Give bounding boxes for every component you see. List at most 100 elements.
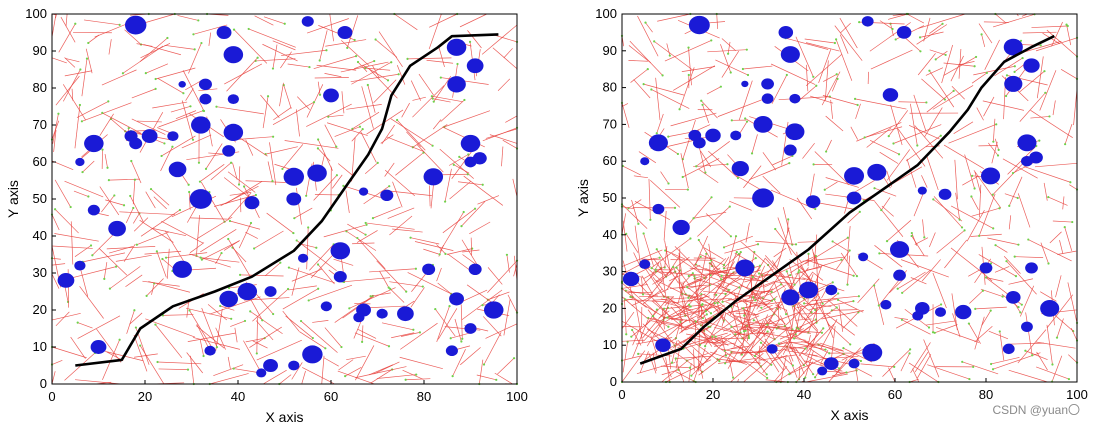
tree-node [335,145,338,148]
tree-edge [65,58,80,63]
tree-edge [811,248,816,264]
tree-node [232,28,236,31]
tree-edge [162,258,174,269]
tree-node [972,365,975,369]
tree-edge [302,367,335,385]
tree-node [421,285,424,288]
tree-node [785,73,788,77]
tree-node [87,195,90,198]
tree-edge [201,307,218,348]
tree-edge [675,371,696,383]
tree-edge [1064,227,1073,251]
tree-edge [724,344,743,351]
tree-edge [767,311,800,326]
tree-node [356,60,360,64]
tree-edge [262,43,298,62]
tree-edge [252,288,289,322]
tree-node [412,328,415,331]
tree-node [655,248,658,251]
x-axis-label: X axis [830,407,868,423]
tree-edge [146,278,164,297]
tree-node [415,373,418,376]
tree-edge [670,259,712,261]
tree-edge [978,193,996,236]
obstacle [84,134,104,153]
tree-edge [1049,231,1062,244]
tree-edge [742,65,773,70]
tree-edge [1034,162,1078,168]
tree-edge [723,235,753,248]
tree-edge [740,285,760,292]
y-tick-label: 60 [33,154,47,169]
tree-node [227,237,230,241]
tree-node [199,256,202,259]
tree-node [900,318,904,321]
tree-edge [449,181,471,200]
tree-edge [133,213,140,224]
obstacle [264,286,277,297]
tree-node [637,352,640,355]
tree-edge [777,217,792,255]
tree-edge [655,77,661,121]
tree-edge [621,311,635,330]
tree-node [700,99,703,102]
x-tick-label: 20 [706,387,720,402]
tree-node [283,22,286,25]
tree-edge [1019,70,1045,93]
tree-node [365,223,368,226]
tree-edge [775,304,788,311]
tree-edge [842,312,859,329]
tree-edge [360,131,377,163]
tree-edge [405,378,431,381]
tree-node [688,303,691,307]
tree-edge [943,144,984,169]
obstacle [288,360,300,371]
tree-edge [705,314,725,331]
tree-edge [776,227,790,268]
tree-edge [355,345,375,381]
tree-edge [631,317,655,337]
tree-edge [380,134,394,144]
tree-edge [442,208,476,234]
tree-edge [82,160,95,173]
tree-edge [680,319,697,333]
tree-edge [296,240,337,271]
tree-edge [230,320,246,327]
tree-node [803,302,806,305]
tree-edge [1008,176,1023,207]
tree-edge [317,139,333,171]
tree-node [452,163,455,166]
obstacles [622,15,1060,376]
tree-edge [99,248,128,276]
y-tick-label: 10 [33,339,47,354]
tree-node [361,128,364,131]
tree-node [192,33,195,36]
tree-edge [357,328,377,339]
tree-node [456,62,459,66]
tree-node [667,135,670,138]
tree-node [726,163,729,166]
tree-edge [363,185,390,205]
tree-node [797,327,800,330]
tree-node [215,105,218,108]
tree-edge [155,324,183,359]
tree-node [154,323,157,326]
tree-edge [934,324,958,334]
tree-node [689,237,692,240]
tree-edge [284,140,339,149]
tree-node [114,265,118,268]
tree-edge [698,168,719,184]
obstacle [216,25,232,40]
tree-node [752,296,755,299]
tree-edge [881,205,894,217]
tree-node [667,325,670,328]
tree-node [664,249,667,252]
tree-node [1005,260,1008,263]
tree-node [651,314,655,318]
tree-node [732,376,735,379]
tree-edge [428,14,442,50]
tree-edge [123,243,136,262]
tree-edge [283,85,292,109]
